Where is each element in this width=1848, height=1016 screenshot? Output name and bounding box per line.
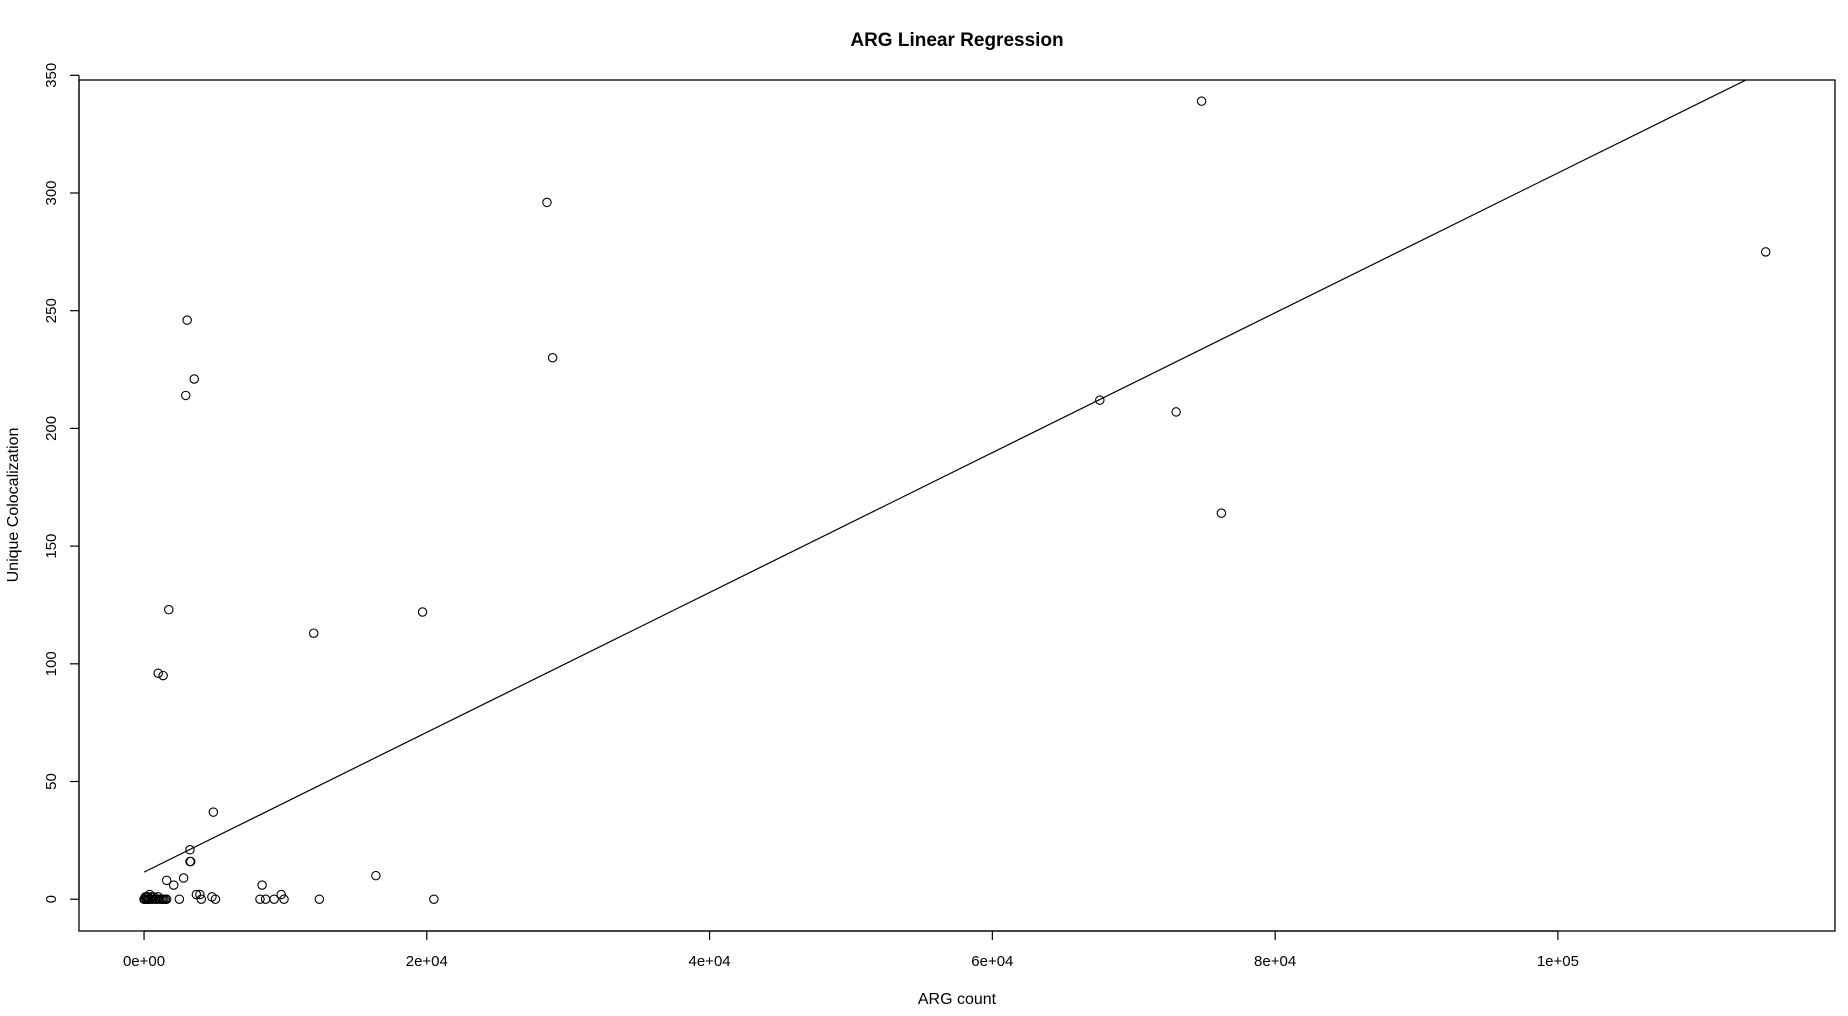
data-point — [279, 894, 289, 904]
data-point — [260, 894, 271, 904]
data-point — [1095, 395, 1105, 405]
data-point — [276, 889, 286, 900]
data-point — [178, 873, 189, 883]
data-point — [1196, 96, 1207, 106]
y-axis: 0 50 100 150 200 250 300 350 — [43, 63, 80, 903]
data-point — [189, 374, 199, 384]
data-point — [153, 668, 163, 678]
regression-line — [143, 80, 1748, 873]
x-tick-label: 6e+04 — [971, 953, 1013, 970]
data-point — [195, 889, 205, 900]
data-point — [161, 875, 172, 886]
data-point — [269, 894, 279, 904]
y-tick-label: 150 — [43, 534, 60, 559]
data-point — [191, 889, 202, 900]
y-tick-label: 100 — [43, 651, 60, 676]
data-point — [161, 894, 172, 904]
y-tick-label: 300 — [43, 180, 60, 205]
data-point — [185, 856, 196, 867]
data-point — [210, 894, 221, 904]
data-point — [308, 628, 319, 638]
data-point — [371, 870, 381, 881]
data-point — [257, 880, 267, 890]
data-point — [255, 894, 265, 904]
x-tick-label: 1e+05 — [1537, 953, 1579, 970]
data-points — [139, 96, 1771, 904]
data-point — [196, 894, 207, 904]
data-point — [180, 390, 191, 401]
data-point — [185, 845, 195, 855]
data-point — [174, 894, 185, 904]
y-axis-label: Unique Colocalization — [5, 428, 22, 583]
data-point — [314, 894, 325, 904]
y-tick-label: 200 — [43, 416, 60, 441]
data-point — [182, 315, 192, 325]
data-point — [158, 670, 168, 681]
data-point — [542, 197, 552, 208]
chart-title: ARG Linear Regression — [850, 30, 1063, 51]
x-axis: 0e+00 2e+04 4e+04 6e+04 8e+04 1e+05 — [123, 930, 1579, 970]
data-point — [168, 880, 179, 890]
y-tick-label: 50 — [43, 773, 60, 790]
y-tick-label: 250 — [43, 298, 60, 323]
x-tick-label: 4e+04 — [689, 953, 731, 970]
y-tick-label: 350 — [43, 63, 60, 88]
data-point — [417, 607, 428, 617]
data-point — [547, 353, 558, 363]
x-tick-label: 8e+04 — [1254, 953, 1296, 970]
data-point — [1216, 508, 1227, 518]
data-point — [1760, 247, 1771, 257]
x-axis-label: ARG count — [918, 991, 997, 1008]
x-tick-label: 2e+04 — [406, 953, 448, 970]
x-tick-label: 0e+00 — [123, 953, 165, 970]
data-point — [164, 604, 174, 615]
data-point — [429, 894, 439, 904]
plot-content — [139, 80, 1771, 904]
data-point — [208, 807, 219, 817]
data-point — [1171, 407, 1181, 417]
plot-area-frame — [78, 79, 1836, 932]
data-point — [149, 892, 159, 902]
y-tick-label: 0 — [43, 895, 60, 903]
